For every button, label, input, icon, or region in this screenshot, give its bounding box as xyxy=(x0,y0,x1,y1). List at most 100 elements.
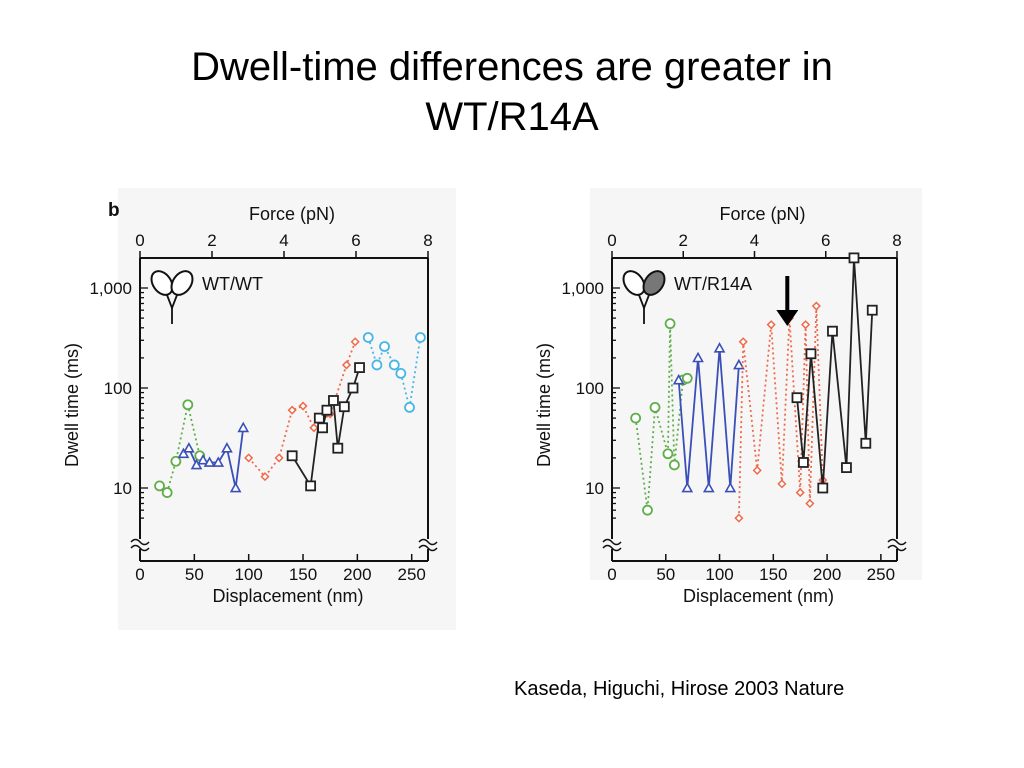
data-point-cyan xyxy=(362,332,374,343)
data-point-cyan xyxy=(414,332,426,343)
axis-break-mark xyxy=(887,538,907,546)
data-point-red xyxy=(341,360,352,370)
data-point-red xyxy=(734,513,744,523)
data-point-blue xyxy=(177,447,190,459)
top-tick-label: 0 xyxy=(607,231,616,250)
chart-panel-wt-r14a: 0 2 4 6 8 Force (pN) 0 50 100 150 200 250 Displaceme… xyxy=(534,204,907,606)
data-point-cyan xyxy=(379,341,390,352)
data-point-red xyxy=(811,301,821,311)
data-point-red xyxy=(801,320,811,330)
top-tick-label: 2 xyxy=(679,231,688,250)
data-point-black xyxy=(817,482,829,494)
data-point-black xyxy=(338,401,350,413)
series-line-green xyxy=(634,323,688,511)
data-point-cyan xyxy=(404,401,415,413)
data-point-black xyxy=(354,362,365,373)
data-point-blue xyxy=(672,373,685,385)
x-tick-label: 150 xyxy=(289,565,317,584)
data-point-green xyxy=(681,372,693,384)
data-point-black xyxy=(805,348,817,360)
data-point-blue xyxy=(237,421,250,433)
data-point-black xyxy=(866,304,878,316)
top-tick-label: 2 xyxy=(207,231,216,250)
data-point-cyan xyxy=(371,359,383,371)
data-point-blue xyxy=(229,481,242,493)
motor-head-left xyxy=(622,270,646,296)
legend-label: WT/WT xyxy=(202,274,263,294)
data-point-green xyxy=(662,448,674,460)
arrow-head xyxy=(776,310,799,326)
y-tick-label: 10 xyxy=(585,479,604,498)
data-point-black xyxy=(860,437,872,449)
x-axis-title: Displacement (nm) xyxy=(683,586,834,606)
data-point-black xyxy=(841,462,852,473)
data-point-red xyxy=(244,453,254,463)
x-axis-title: Displacement (nm) xyxy=(212,586,363,606)
data-point-blue xyxy=(212,456,225,467)
data-point-blue xyxy=(183,442,195,453)
y-axis-title: Dwell time (ms) xyxy=(62,343,82,467)
data-point-green xyxy=(630,412,642,424)
x-tick-label: 100 xyxy=(705,565,733,584)
axis-break-mark xyxy=(887,544,907,552)
top-tick-label: 4 xyxy=(279,231,288,250)
y-tick-label: 100 xyxy=(576,379,604,398)
y-axis-title: Dwell time (ms) xyxy=(534,343,554,467)
data-point-black xyxy=(791,392,803,404)
slide-title: Dwell-time differences are greater in WT… xyxy=(0,42,1024,142)
data-point-blue xyxy=(713,342,726,353)
data-point-red xyxy=(260,472,270,482)
panel-label: b xyxy=(108,200,120,221)
x-tick-label: 50 xyxy=(656,565,675,584)
x-tick-label: 0 xyxy=(607,565,616,584)
top-tick-label: 8 xyxy=(892,231,901,250)
axis-break-mark xyxy=(602,544,622,552)
data-point-blue xyxy=(197,453,209,465)
data-point-black xyxy=(321,404,333,416)
slide-title-line-2: WT/R14A xyxy=(425,95,599,139)
data-point-red xyxy=(738,337,748,347)
slide-title-line-1: Dwell-time differences are greater in xyxy=(191,45,833,89)
two-heads-open-icon xyxy=(150,270,194,324)
axis-break-mark xyxy=(418,544,438,552)
data-point-red xyxy=(766,320,776,330)
axis-break-mark xyxy=(418,538,438,546)
data-point-blue xyxy=(681,481,694,493)
data-point-red xyxy=(805,498,815,509)
data-point-green xyxy=(154,480,165,492)
data-point-green xyxy=(182,399,194,411)
data-point-red xyxy=(274,453,284,463)
data-point-green xyxy=(664,318,676,330)
legend-label: WT/R14A xyxy=(674,274,752,294)
data-point-black xyxy=(827,325,838,337)
x-tick-label: 250 xyxy=(398,565,426,584)
data-point-black xyxy=(305,480,317,492)
axis-break-mark xyxy=(130,544,150,552)
data-point-red xyxy=(752,465,762,475)
data-point-blue xyxy=(203,456,216,467)
top-tick-label: 0 xyxy=(135,231,144,250)
data-point-green xyxy=(161,487,173,498)
top-tick-label: 8 xyxy=(423,231,432,250)
data-point-red xyxy=(287,405,297,415)
motor-head-right xyxy=(170,270,194,296)
data-point-red xyxy=(777,479,787,489)
data-point-blue xyxy=(221,442,233,453)
data-point-cyan xyxy=(395,367,407,379)
data-point-blue xyxy=(733,358,745,370)
x-tick-label: 150 xyxy=(759,565,787,584)
x-tick-label: 0 xyxy=(135,565,144,584)
data-point-black xyxy=(848,252,860,264)
data-point-blue xyxy=(724,481,737,493)
figure-background-left xyxy=(118,188,456,630)
top-tick-label: 6 xyxy=(351,231,360,250)
data-point-red xyxy=(350,337,360,347)
data-point-black xyxy=(328,395,339,406)
motor-head-left xyxy=(150,270,174,296)
x-tick-label: 100 xyxy=(234,565,262,584)
x-tick-label: 200 xyxy=(813,565,841,584)
y-tick-label: 100 xyxy=(104,379,132,398)
data-point-cyan xyxy=(388,359,400,371)
x-tick-label: 200 xyxy=(343,565,371,584)
